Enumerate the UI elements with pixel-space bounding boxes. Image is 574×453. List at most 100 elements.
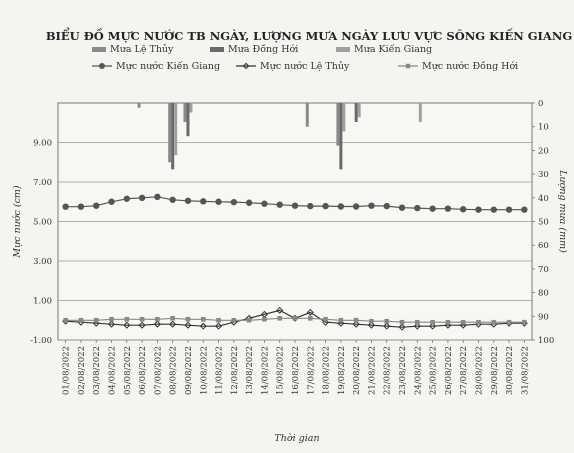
plot-area: -1.00 1.00 3.00 5.00 7.00 9.00 0 10 20 30 40 50 60 70… <box>30 99 554 395</box>
x-tick-label: 25/08/2022 <box>429 346 439 395</box>
x-tick-label: 09/08/2022 <box>184 346 194 395</box>
y-tick-label: 3.00 <box>33 257 52 267</box>
data-point <box>323 316 328 322</box>
data-point <box>292 315 298 321</box>
legend-marker <box>405 63 411 69</box>
data-point <box>230 198 238 206</box>
data-point <box>415 319 420 325</box>
data-point <box>369 318 374 324</box>
x-tick-label: 24/08/2022 <box>413 346 423 395</box>
data-point <box>459 206 467 213</box>
x-tick-label: 05/08/2022 <box>123 346 133 395</box>
y-tick-label: 1.00 <box>33 297 52 307</box>
rain-bar <box>174 103 178 156</box>
data-point <box>184 321 192 329</box>
x-tick-label: 04/08/2022 <box>108 346 118 395</box>
data-point <box>155 316 160 322</box>
y2-tick-label: 0 <box>538 99 543 109</box>
y2-tick-label: 50 <box>538 218 549 228</box>
rain-bar <box>305 103 309 127</box>
data-point <box>169 196 176 203</box>
data-point <box>246 317 252 323</box>
data-point <box>306 308 314 316</box>
data-point <box>322 202 329 210</box>
data-point <box>352 320 360 328</box>
gridlines <box>58 142 532 341</box>
rain-bar <box>336 103 340 146</box>
data-point <box>398 323 406 331</box>
data-point <box>154 193 161 201</box>
x-tick-label: 28/08/2022 <box>474 346 484 395</box>
data-point <box>291 202 299 209</box>
x-tick-label: 27/08/2022 <box>459 346 469 395</box>
data-point <box>139 316 145 322</box>
x-tick-label: 20/08/2022 <box>352 346 362 395</box>
data-point <box>522 319 527 325</box>
data-point <box>445 319 451 325</box>
data-point <box>338 317 344 323</box>
x-tick-label: 10/08/2022 <box>199 346 209 395</box>
data-point <box>383 322 391 330</box>
data-point <box>215 322 223 330</box>
data-point <box>413 322 421 330</box>
x-tick-label: 26/08/2022 <box>444 346 454 395</box>
data-point <box>491 319 497 325</box>
data-point <box>245 199 253 206</box>
x-tick-label: 06/08/2022 <box>138 346 148 395</box>
y2-tick-label: 40 <box>538 194 549 204</box>
x-tick-label: 17/08/2022 <box>306 346 316 395</box>
data-point <box>77 203 85 210</box>
data-point <box>153 320 161 328</box>
legend: Mưa Lệ Thủy Mưa Đồng Hới Mưa Kiến Giang Mực… <box>92 44 518 72</box>
data-point <box>490 206 497 213</box>
data-point <box>216 317 221 323</box>
data-point <box>231 317 237 323</box>
y-tick-label: 9.00 <box>33 139 52 149</box>
data-point <box>93 317 99 323</box>
x-tick-label: 13/08/2022 <box>245 346 255 395</box>
x-tick-label: 22/08/2022 <box>383 346 393 395</box>
data-point <box>384 318 390 324</box>
data-point <box>307 315 313 321</box>
data-point <box>505 206 513 213</box>
data-point <box>200 198 207 205</box>
rain-bar <box>168 103 172 163</box>
rain-bar <box>339 103 343 170</box>
data-point <box>63 317 68 323</box>
legend-swatch <box>210 47 224 52</box>
y2-axis-label: Lượng mưa (mm) <box>557 169 568 253</box>
legend-swatch <box>336 47 350 52</box>
data-point <box>444 205 452 212</box>
data-point <box>123 321 131 329</box>
rain-bar <box>342 103 346 132</box>
data-point <box>108 320 116 328</box>
data-point <box>124 316 130 322</box>
data-point <box>430 319 435 325</box>
data-point <box>200 316 206 322</box>
data-point <box>276 306 284 314</box>
x-tick-label: 02/08/2022 <box>77 346 87 395</box>
legend-label: Mưa Đồng Hới <box>228 44 298 55</box>
x-tick-label: 11/08/2022 <box>215 346 225 395</box>
data-point <box>199 322 207 330</box>
data-point <box>261 200 268 207</box>
data-point <box>429 322 437 330</box>
data-point <box>506 319 512 325</box>
data-point <box>185 316 191 322</box>
data-point <box>184 197 192 204</box>
data-point <box>337 203 345 210</box>
data-point <box>476 319 481 325</box>
rain-bar <box>171 103 175 170</box>
data-point <box>262 316 267 322</box>
data-point <box>93 202 100 209</box>
y-tick-label: 5.00 <box>33 218 52 228</box>
y2-tick-label: 30 <box>538 170 549 180</box>
legend-label: Mực nước Lệ Thủy <box>260 61 350 72</box>
rain-bar <box>357 103 361 118</box>
y2-tick-label: 60 <box>538 241 549 251</box>
data-point <box>475 206 482 213</box>
x-axis-label: Thời gian <box>274 433 319 444</box>
rain-bars <box>137 103 422 170</box>
legend-label: Mưa Kiến Giang <box>354 44 432 55</box>
